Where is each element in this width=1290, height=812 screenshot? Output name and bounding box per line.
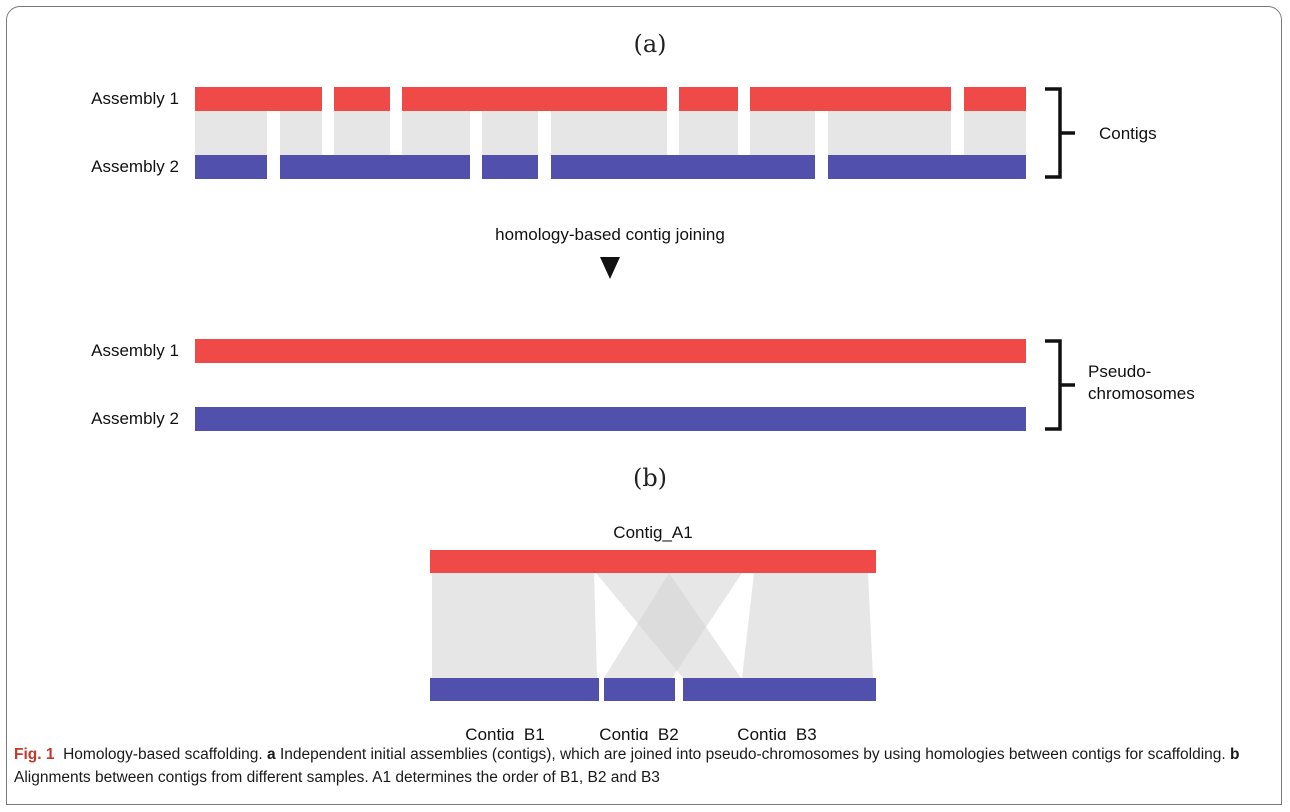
contigs-label: Contigs [1099,124,1157,143]
panel-b-alignments [432,573,873,678]
caption-figure-label: Fig. 1 [14,746,55,763]
alignment-links [195,110,1026,155]
alignment-link [334,110,390,155]
pseudochromosomes-label-line2: chromosomes [1088,384,1195,403]
contig-b3-bar [683,678,876,701]
contig-a1-label: Contig_A1 [613,523,692,542]
assembly1-contig [402,87,667,111]
down-arrow-icon [600,257,620,279]
pseudo-assembly1-label: Assembly 1 [91,341,179,360]
caption-b-key: b [1230,746,1240,763]
assembly2-contig [482,155,538,179]
panel-b-label: (b) [633,464,667,492]
caption-a-text: Independent initial assemblies (contigs)… [279,746,1226,763]
assembly2-contig [551,155,815,179]
assembly1-contig [679,87,738,111]
joining-step-label: homology-based contig joining [495,225,725,244]
caption-b-text: Alignments between contigs from differen… [14,769,660,786]
assembly2-contigs [195,155,1026,179]
contig-b1-label: Contig_B1 [465,725,544,740]
pseudochromosomes-brace [1045,339,1075,431]
assembly2-contig [195,155,267,179]
assembly2-contig [280,155,470,179]
assembly1-contigs [195,87,1026,111]
contig-b3-label: Contig_B3 [737,725,816,740]
alignment-link [828,110,951,155]
contig-b2-label: Contig_B2 [599,725,678,740]
pseudo-assembly2-label: Assembly 2 [91,409,179,428]
assembly1-contig [334,87,390,111]
assembly2-pseudochromosome [195,407,1026,431]
assembly1-contig [195,87,322,111]
assembly2-label: Assembly 2 [91,157,179,176]
alignment-link [964,110,1026,155]
assembly1-contig [750,87,951,111]
alignment-link [750,110,815,155]
alignment-link [195,110,267,155]
panel-a-label: (a) [633,30,666,58]
alignment-link [482,110,538,155]
alignment-link [280,110,322,155]
contig-b2-bar [604,678,675,701]
assembly2-contig [828,155,1026,179]
assembly1-contig [964,87,1026,111]
assembly1-label: Assembly 1 [91,89,179,108]
alignment-a1-b3 [742,573,873,678]
pseudochromosomes-label-line1: Pseudo- [1088,362,1151,381]
caption-a-key: a [267,746,276,763]
alignment-a1-b1 [432,573,597,678]
contigs-brace [1045,87,1075,179]
caption-title: Homology-based scaffolding. [63,746,263,763]
assembly1-pseudochromosome [195,339,1026,363]
alignment-a1-b2-crossed [604,573,742,678]
contig-b1-bar [430,678,599,701]
contig-a1-bar [430,550,876,573]
alignment-link [679,110,738,155]
alignment-link [551,110,667,155]
alignment-link [402,110,470,155]
figure-caption: Fig. 1 Homology-based scaffolding. a Ind… [14,743,1274,789]
figure-diagram: (a) Assembly 1 Assembly 2 Contigs homolo… [91,30,1195,740]
